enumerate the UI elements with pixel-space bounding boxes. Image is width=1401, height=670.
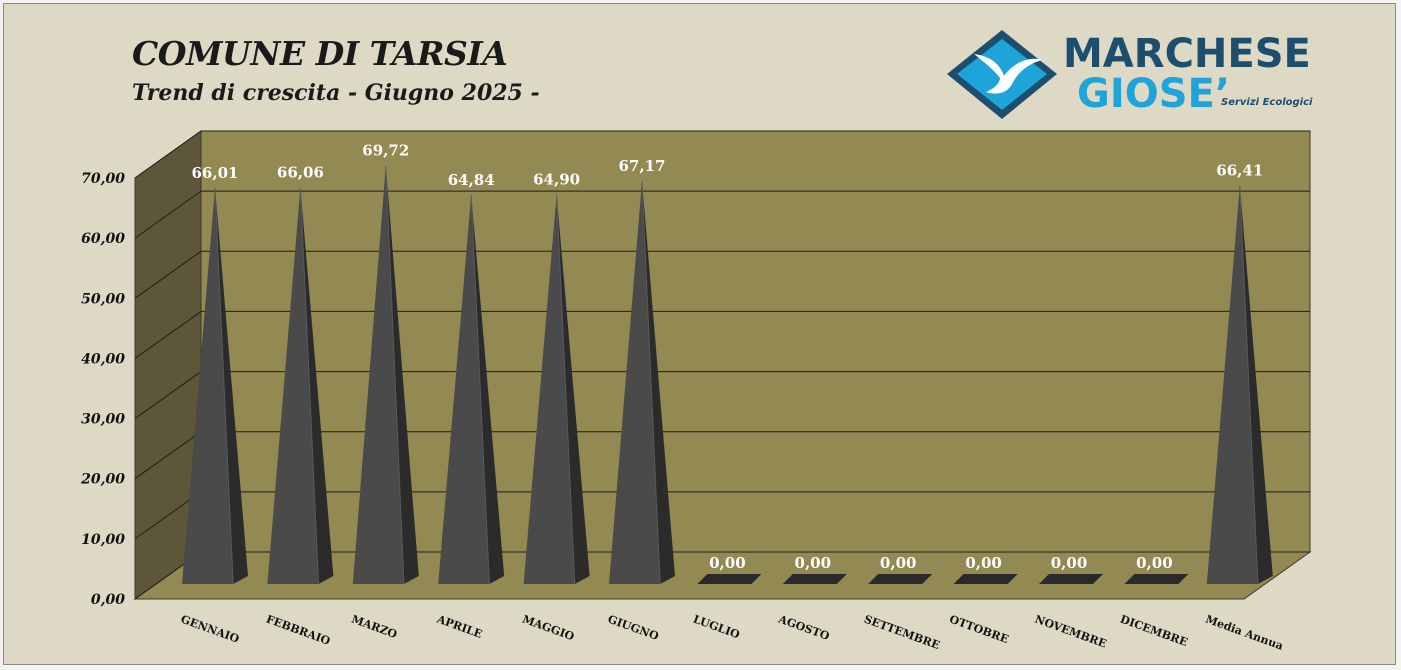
gridline-side bbox=[134, 250, 202, 299]
bar-edge bbox=[385, 165, 405, 585]
bar-face-side bbox=[215, 187, 248, 584]
bar-face-side bbox=[1239, 185, 1273, 585]
seagull-diamond-icon bbox=[947, 30, 1057, 119]
data-label: 0,00 bbox=[795, 554, 832, 572]
bar-flat bbox=[953, 574, 1018, 584]
bar bbox=[1124, 574, 1189, 584]
bar bbox=[953, 574, 1018, 584]
x-tick-label: SETTEMBRE bbox=[862, 613, 941, 652]
bar bbox=[182, 187, 248, 585]
bar bbox=[1206, 185, 1273, 585]
bar-face-front bbox=[182, 187, 234, 584]
bar-edge bbox=[470, 194, 490, 585]
gridline-side bbox=[134, 431, 202, 480]
chart-title: COMUNE DI TARSIA bbox=[132, 34, 508, 73]
y-tick-label: 30,00 bbox=[81, 412, 125, 428]
bar-flat bbox=[782, 574, 847, 584]
x-tick-label: Media Annua bbox=[1204, 613, 1285, 653]
pyramid-chart: 0,0010,0020,0030,0040,0050,0060,0070,00 … bbox=[80, 130, 1312, 653]
data-label: 66,01 bbox=[192, 164, 239, 182]
bar-face-front bbox=[267, 187, 319, 584]
x-tick-label: LUGLIO bbox=[691, 613, 741, 642]
y-tick-label: 60,00 bbox=[81, 231, 125, 247]
bar bbox=[438, 194, 505, 585]
y-tick-label: 40,00 bbox=[81, 351, 125, 367]
x-tick-label: NOVEMBRE bbox=[1033, 613, 1108, 651]
bar bbox=[609, 180, 675, 585]
bar-edge bbox=[556, 194, 576, 585]
bar-edge bbox=[641, 180, 661, 585]
gridline-side bbox=[134, 190, 202, 239]
x-tick-label: APRILE bbox=[434, 612, 484, 641]
bar-face-side bbox=[556, 194, 590, 584]
data-label: 67,17 bbox=[619, 157, 666, 175]
bar-flat bbox=[1124, 574, 1189, 584]
bar-face-front bbox=[1206, 185, 1258, 585]
bar-face-front bbox=[438, 194, 490, 584]
x-tick-label: GIUGNO bbox=[606, 613, 661, 644]
data-label: 0,00 bbox=[1051, 554, 1088, 572]
bar-face-side bbox=[642, 180, 675, 585]
x-tick-label: MARZO bbox=[350, 613, 399, 642]
company-logo: MARCHESE GIOSE’ Servizi Ecologici bbox=[944, 26, 1324, 126]
data-label: 69,72 bbox=[362, 142, 409, 160]
bar-flat bbox=[1039, 574, 1103, 584]
gridline-side bbox=[134, 371, 202, 419]
x-tick-label: GENNAIO bbox=[179, 613, 241, 646]
logo-text-giose: GIOSE’ bbox=[1077, 71, 1231, 117]
data-label: 66,41 bbox=[1216, 162, 1263, 180]
data-label: 0,00 bbox=[880, 554, 917, 572]
bar-edge bbox=[214, 187, 234, 585]
chart-area: COMUNE DI TARSIA Trend di crescita - Giu… bbox=[3, 3, 1396, 665]
gridline-side bbox=[134, 130, 202, 179]
bar bbox=[697, 574, 762, 584]
y-tick-label: 70,00 bbox=[81, 171, 125, 187]
y-tick-label: 50,00 bbox=[81, 291, 125, 307]
bar-flat bbox=[697, 574, 762, 584]
x-tick-label: DICEMBRE bbox=[1118, 613, 1189, 649]
logo-text-marchese: MARCHESE bbox=[1063, 31, 1311, 77]
x-tick-label: MAGGIO bbox=[521, 613, 577, 644]
gridline-side bbox=[134, 311, 202, 359]
y-tick-label: 0,00 bbox=[91, 592, 125, 608]
bar-face-side bbox=[300, 187, 334, 584]
bar bbox=[782, 574, 847, 584]
data-label: 0,00 bbox=[965, 554, 1002, 572]
bar-edge bbox=[299, 187, 320, 585]
x-tick-label: OTTOBRE bbox=[948, 613, 1011, 646]
bar-face-front bbox=[352, 165, 404, 584]
data-label: 64,84 bbox=[448, 171, 495, 189]
bar-edge bbox=[1239, 185, 1259, 585]
bar-face-side bbox=[385, 165, 419, 584]
data-label: 0,00 bbox=[709, 554, 746, 572]
chart-subtitle: Trend di crescita - Giugno 2025 - bbox=[132, 80, 540, 106]
bar bbox=[868, 574, 933, 584]
bar-face-front bbox=[609, 180, 661, 585]
x-tick-label: AGOSTO bbox=[776, 612, 832, 643]
data-label: 64,90 bbox=[533, 171, 580, 189]
y-tick-label: 20,00 bbox=[80, 472, 125, 488]
data-label: 0,00 bbox=[1136, 554, 1173, 572]
bar bbox=[267, 187, 334, 585]
x-tick-label: FEBBRAIO bbox=[264, 613, 332, 648]
data-label: 66,06 bbox=[277, 164, 324, 182]
y-tick-label: 10,00 bbox=[81, 532, 125, 548]
bar-face-side bbox=[471, 194, 505, 584]
bar bbox=[1039, 574, 1103, 584]
logo-tagline: Servizi Ecologici bbox=[1221, 97, 1313, 108]
bar-flat bbox=[868, 574, 933, 584]
bar bbox=[523, 194, 590, 585]
bar bbox=[352, 165, 419, 585]
bar-face-front bbox=[523, 194, 575, 584]
